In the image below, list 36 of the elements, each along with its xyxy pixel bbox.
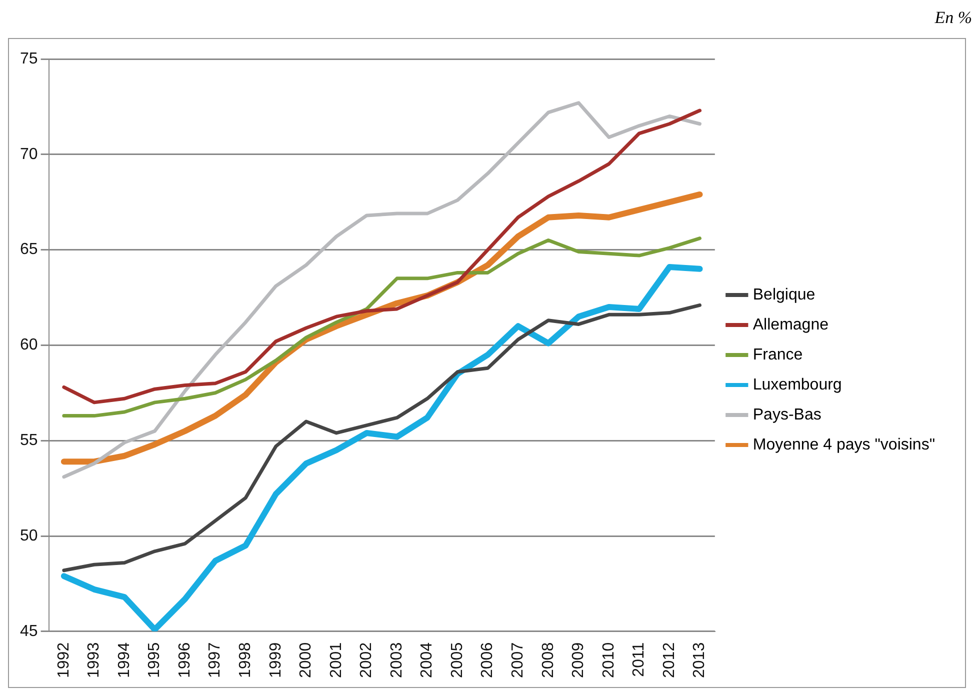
x-tick-label: 2012: [660, 642, 678, 678]
x-tick-label: 1997: [206, 642, 224, 678]
x-tick-label: 2008: [540, 642, 557, 678]
y-tick-label: 65: [20, 241, 38, 258]
legend-label: France: [752, 346, 803, 364]
legend-label: Luxembourg: [752, 376, 842, 394]
legend-label: Moyenne 4 pays "voisins": [752, 436, 936, 454]
x-tick-label: 1995: [146, 642, 164, 678]
x-tick-label: 1996: [176, 642, 194, 678]
x-tick-label: 1999: [267, 642, 284, 678]
text: En %: [934, 8, 972, 29]
x-tick-label: 1993: [86, 642, 103, 678]
x-tick-label: 2002: [358, 642, 376, 678]
x-tick-label: 2011: [630, 642, 648, 677]
x-tick-label: 2003: [388, 642, 406, 678]
x-tick-label: 2009: [570, 642, 588, 678]
x-tick-label: 2010: [600, 642, 618, 678]
y-tick-label: 70: [20, 146, 38, 163]
y-tick-label: 50: [20, 527, 38, 544]
x-tick-label: 2007: [509, 642, 526, 678]
x-tick-label: 2013: [691, 642, 708, 678]
x-tick-label: 1992: [55, 642, 72, 678]
y-tick-label: 75: [20, 50, 38, 68]
y-tick-label: 45: [20, 622, 38, 640]
x-tick-label: 2001: [328, 642, 345, 678]
x-tick-label: 2005: [448, 642, 466, 678]
legend-label: Belgique: [752, 286, 816, 304]
x-tick-label: 1994: [116, 642, 133, 678]
x-tick-label: 2000: [298, 642, 315, 678]
y-tick-label: 55: [20, 432, 38, 450]
x-tick-label: 2006: [479, 642, 496, 678]
x-tick-label: 1998: [237, 642, 254, 678]
legend-label: Allemagne: [752, 316, 829, 334]
x-tick-label: 2004: [418, 642, 436, 678]
y-tick-label: 60: [20, 336, 38, 354]
legend-label: Pays-Bas: [752, 406, 822, 424]
